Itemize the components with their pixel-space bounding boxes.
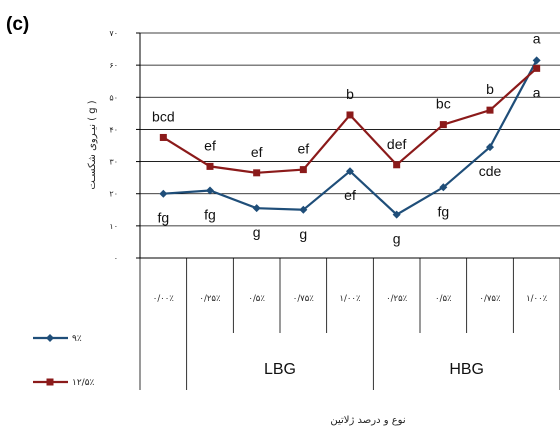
data-label: fg [437,203,449,219]
y-tick-label: ۵۰ [109,93,118,102]
data-label: g [253,224,261,240]
x-axis-title: نوع و درصد ژلاتین [330,415,405,426]
data-label: b [346,86,354,102]
y-tick-label: ۴۰ [109,125,118,134]
data-point [392,210,401,219]
y-axis-title: نیـروی شکسـت ( g ) [87,100,98,189]
data-label: def [387,136,407,152]
data-point [393,161,401,169]
data-label: a [533,30,541,46]
data-point [253,169,261,177]
data-point [439,121,447,129]
data-point [533,64,541,72]
legend: ۹٪ ۱۲/۵٪ [33,334,95,388]
x-tick-label: ۰/۲۵٪ [386,294,408,304]
legend-marker [46,378,54,386]
y-tick-label: ۱۰ [109,222,118,231]
data-label: ef [297,141,309,157]
y-tick-label: ۶۰ [109,61,118,70]
data-point [486,106,494,114]
data-point [206,162,214,170]
y-tick-label: ۰ [114,254,118,263]
data-point [346,111,354,119]
y-tick-label: ۷۰ [109,29,118,38]
data-label: g [299,226,307,242]
data-point [159,189,168,198]
data-point [252,204,261,213]
data-label: fg [204,207,216,223]
data-point [299,205,308,214]
data-point [299,166,307,174]
data-point [206,186,214,195]
x-tick-label: ۰/۷۵٪ [479,294,501,304]
y-tick-labels: ۰ ۱۰ ۲۰ ۳۰ ۴۰ ۵۰ ۶۰ ۷۰ [109,29,140,263]
group-label: HBG [449,361,484,378]
data-label: cde [479,163,502,179]
data-point [439,183,448,192]
axes [139,33,560,259]
series-line [162,67,538,174]
data-label: ef [344,187,356,203]
data-point [346,167,354,176]
point-labels: fg fg g g ef g fg cde a bcd ef ef ef b def bc b a [152,30,541,246]
y-tick-label: ۲۰ [109,190,118,199]
panel-label: (c) [6,14,29,35]
data-point [486,143,494,152]
y-tick-label: ۳۰ [109,158,118,167]
x-tick-label: ۰/۰۰٪ [153,294,175,304]
x-tick-label: ۱/۰۰٪ [526,294,548,304]
group-label: LBG [264,361,296,378]
legend-label: ۹٪ [72,334,82,344]
x-tick-label: ۰/۵٪ [248,294,265,304]
data-point [159,133,167,141]
series-lines [159,56,541,219]
data-label: bcd [152,108,175,124]
legend-label: ۱۲/۵٪ [72,378,95,388]
data-label: b [486,81,494,97]
legend-marker [46,334,54,342]
x-tick-label: ۰/۲۵٪ [199,294,221,304]
data-label: ef [204,137,216,153]
x-tick-label: ۰/۷۵٪ [293,294,315,304]
data-label: a [533,84,541,100]
data-label: bc [436,96,451,112]
data-label: ef [251,144,263,160]
x-tick-label: ۱/۰۰٪ [339,294,361,304]
data-label: g [393,231,401,247]
x-tick-label: ۰/۵٪ [435,294,452,304]
data-label: fg [157,210,169,226]
data-point [532,56,541,65]
category-table: ۰/۰۰٪ ۰/۲۵٪ ۰/۵٪ ۰/۷۵٪ ۱/۰۰٪ ۰/۲۵٪ ۰/۵٪ ۰/۷۵٪ ۱/… [139,258,560,390]
